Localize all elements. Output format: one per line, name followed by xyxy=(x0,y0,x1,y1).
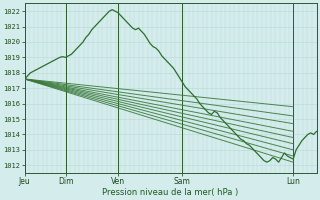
X-axis label: Pression niveau de la mer( hPa ): Pression niveau de la mer( hPa ) xyxy=(102,188,239,197)
